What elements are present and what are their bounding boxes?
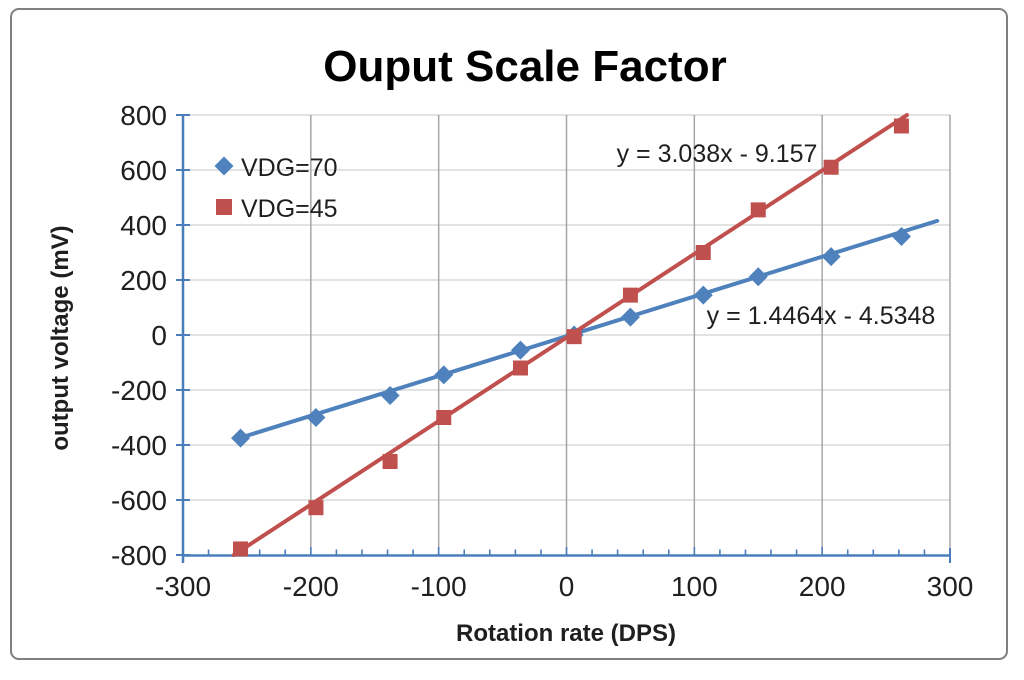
y-tick-label: -400 bbox=[111, 430, 167, 461]
data-point-vdg=45 bbox=[308, 500, 324, 516]
trendline-vdg=70 bbox=[238, 218, 940, 440]
y-axis-title: output voltage (mV) bbox=[47, 225, 74, 450]
data-point-vdg=70 bbox=[380, 386, 400, 405]
data-point-vdg=45 bbox=[695, 245, 711, 260]
data-point-vdg=70 bbox=[748, 267, 768, 287]
x-tick-label: -200 bbox=[283, 571, 339, 602]
data-point-vdg=70 bbox=[891, 227, 911, 247]
data-point-vdg=45 bbox=[750, 202, 766, 218]
data-point-vdg=45 bbox=[233, 541, 249, 557]
y-tick-label: -800 bbox=[111, 540, 167, 571]
data-point-vdg=45 bbox=[382, 454, 398, 469]
x-tick-label: 200 bbox=[799, 571, 846, 602]
y-tick-label: -600 bbox=[111, 485, 167, 516]
legend: VDG=70 VDG=45 bbox=[214, 154, 338, 223]
axis-layer: 800 600 400 200 0 -200 -400 -600 -800-300 -200 -10… bbox=[111, 100, 973, 602]
trendline-equation-vdg45: y = 3.038x - 9.157 bbox=[617, 140, 818, 168]
y-tick-label: 600 bbox=[120, 155, 167, 186]
data-point-vdg=45 bbox=[823, 159, 839, 175]
legend-label-vdg70: VDG=70 bbox=[241, 154, 338, 182]
y-tick-label: 800 bbox=[120, 100, 167, 131]
legend-marker-diamond-icon bbox=[214, 156, 234, 176]
data-point-vdg=70 bbox=[510, 340, 530, 360]
y-tick-label: 400 bbox=[120, 210, 167, 241]
x-tick-label: 0 bbox=[559, 571, 575, 602]
data-point-vdg=70 bbox=[620, 307, 640, 327]
y-tick-label: 0 bbox=[151, 320, 167, 351]
data-point-vdg=45 bbox=[512, 360, 528, 376]
y-tick-label: 200 bbox=[120, 265, 167, 296]
data-point-vdg=45 bbox=[893, 118, 909, 134]
y-tick-label: -200 bbox=[111, 375, 167, 406]
data-point-vdg=70 bbox=[693, 285, 713, 305]
x-tick-label: -100 bbox=[411, 571, 467, 602]
x-tick-label: -300 bbox=[155, 571, 211, 602]
data-point-vdg=70 bbox=[231, 428, 251, 448]
data-point-vdg=45 bbox=[566, 329, 582, 345]
data-point-vdg=70 bbox=[821, 247, 841, 267]
x-tick-label: 300 bbox=[927, 571, 974, 602]
series-layer bbox=[231, 113, 940, 557]
data-point-vdg=70 bbox=[434, 365, 454, 385]
grid-layer bbox=[183, 114, 951, 555]
legend-label-vdg45: VDG=45 bbox=[241, 195, 338, 223]
data-point-vdg=70 bbox=[306, 408, 326, 427]
chart-title: Ouput Scale Factor bbox=[323, 42, 726, 91]
legend-marker-square-icon bbox=[216, 199, 232, 215]
x-axis-title: Rotation rate (DPS) bbox=[456, 620, 676, 647]
trendline-equation-vdg70: y = 1.4464x - 4.5348 bbox=[707, 302, 936, 330]
data-point-vdg=45 bbox=[622, 287, 638, 303]
x-tick-label: 100 bbox=[671, 571, 718, 602]
data-point-vdg=45 bbox=[436, 410, 452, 425]
